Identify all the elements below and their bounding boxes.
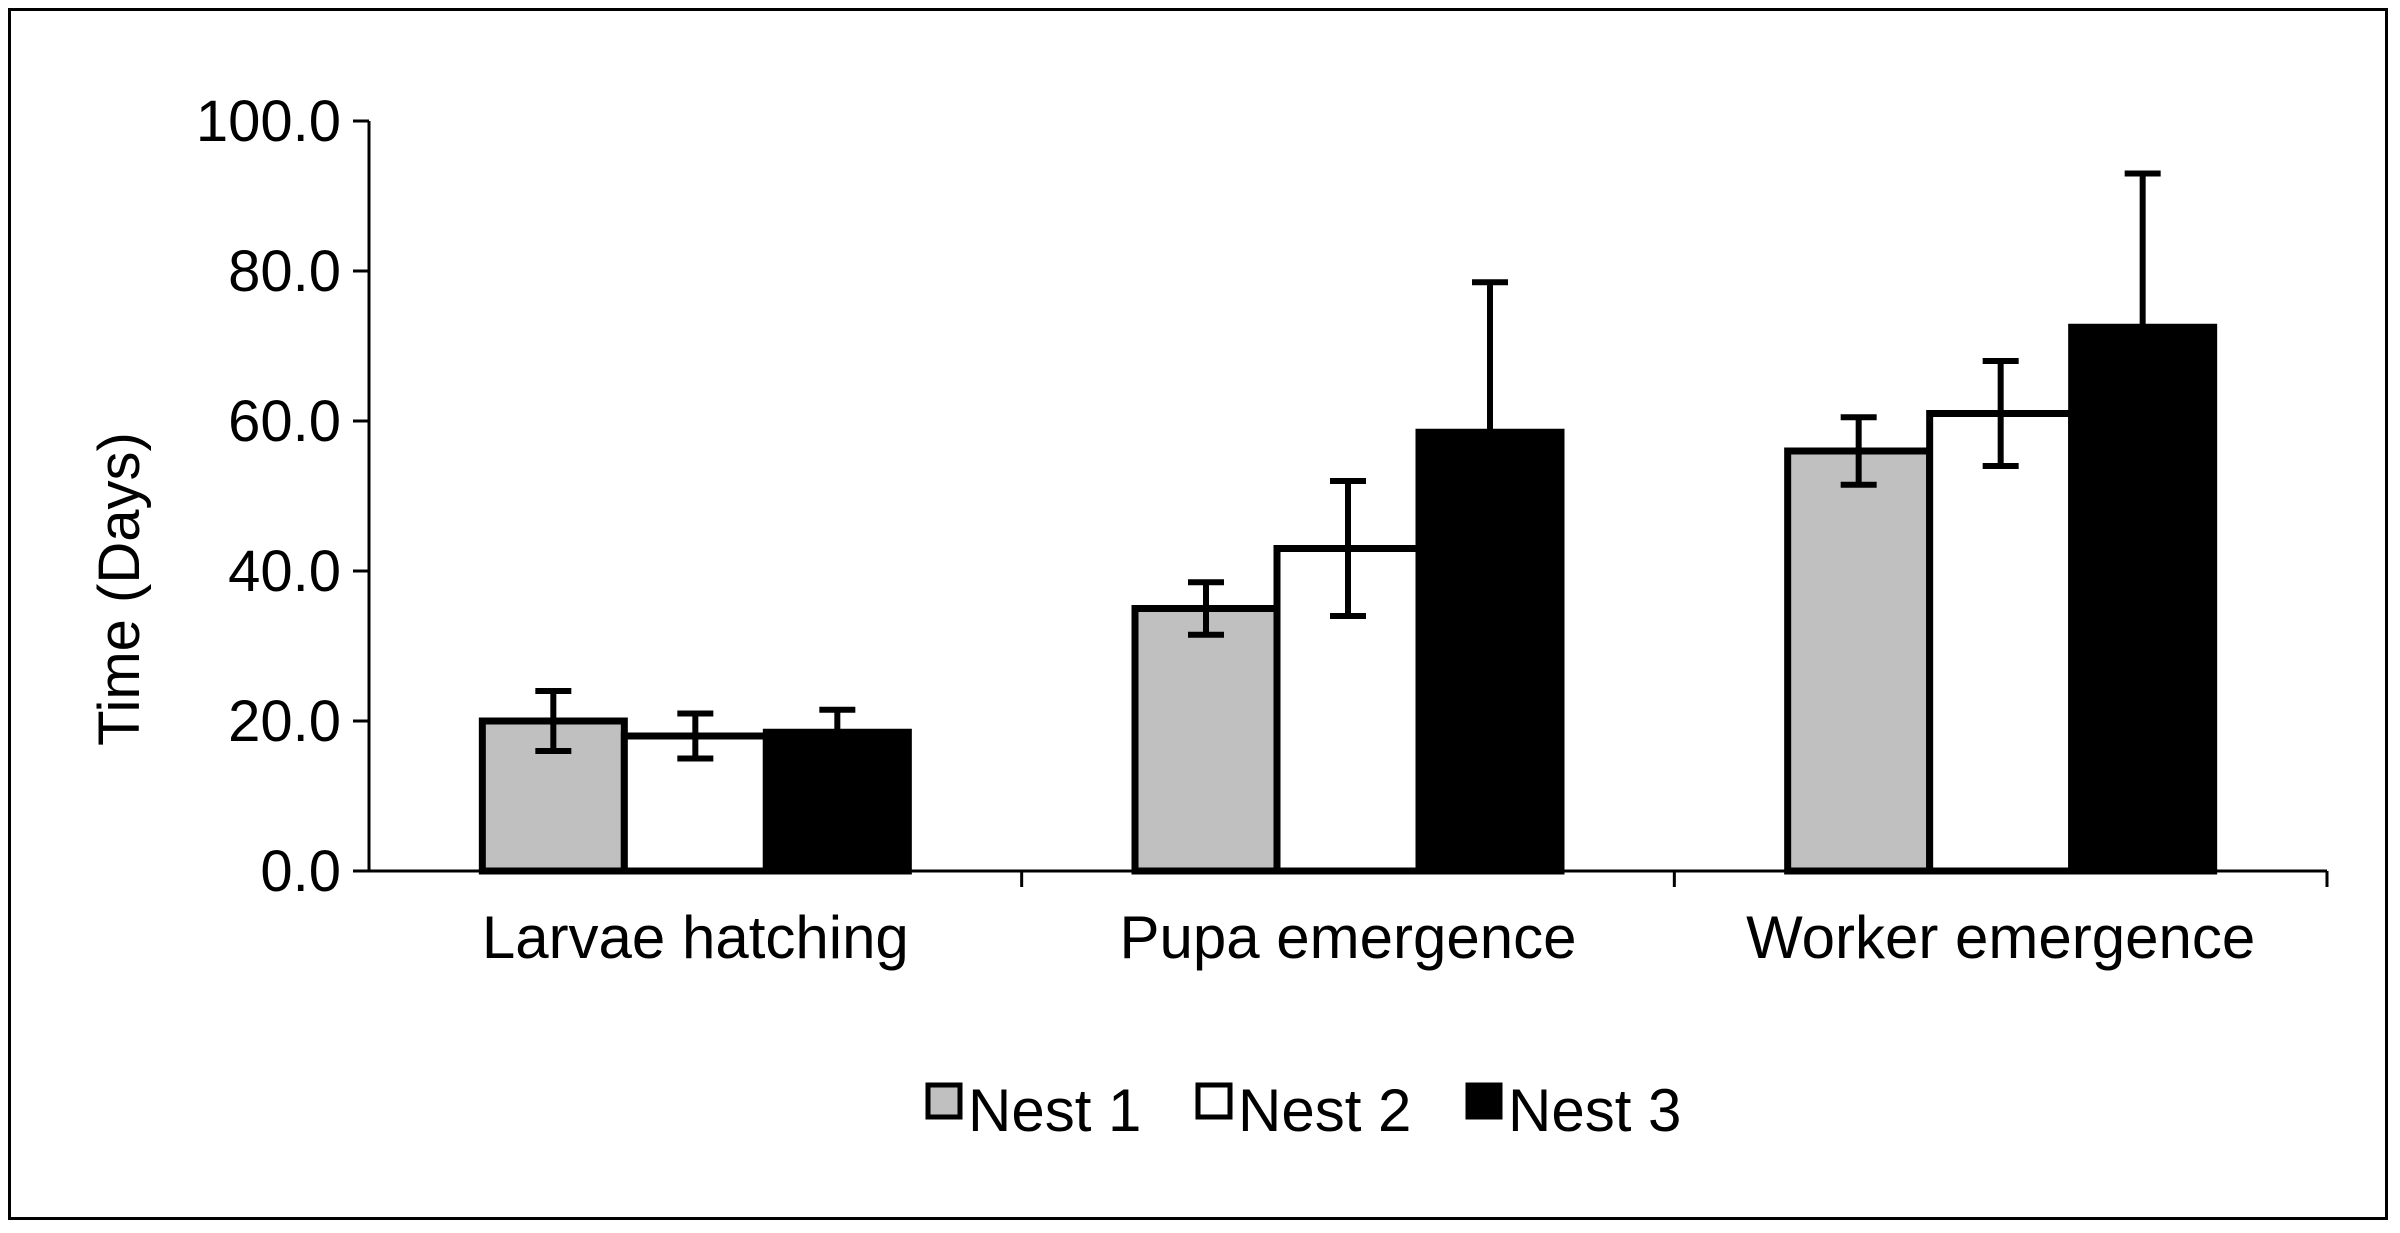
legend-swatch-nest-2 xyxy=(1195,1082,1233,1120)
bar-nest-1 xyxy=(1131,605,1281,875)
x-category-label: Pupa emergence xyxy=(1120,904,1577,971)
legend-label: Nest 3 xyxy=(1508,1077,1681,1144)
x-category-label: Larvae hatching xyxy=(482,904,909,971)
bar-nest-2 xyxy=(1926,410,2076,875)
legend-swatch-nest-1 xyxy=(925,1082,963,1120)
legend-swatch-nest-3 xyxy=(1465,1082,1503,1120)
y-tick-label: 100.0 xyxy=(196,89,341,154)
legend-label: Nest 2 xyxy=(1238,1077,1411,1144)
x-category-label: Worker emergence xyxy=(1746,904,2255,971)
y-tick-label: 80.0 xyxy=(228,239,341,304)
chart-frame: Time (Days) 0.0 20.0 40.0 60.0 80.0 100.0 Larv… xyxy=(8,8,2388,1220)
y-axis-title: Time (Days) xyxy=(87,432,152,746)
bar-nest-1 xyxy=(1784,447,1934,875)
bar-chart: Time (Days) 0.0 20.0 40.0 60.0 80.0 100.0 Larv… xyxy=(87,89,2329,1144)
legend-label: Nest 1 xyxy=(968,1077,1141,1144)
y-tick-label: 0.0 xyxy=(260,839,341,904)
y-tick-label: 40.0 xyxy=(228,539,341,604)
y-tick-label: 20.0 xyxy=(228,689,341,754)
y-tick-label: 60.0 xyxy=(228,389,341,454)
